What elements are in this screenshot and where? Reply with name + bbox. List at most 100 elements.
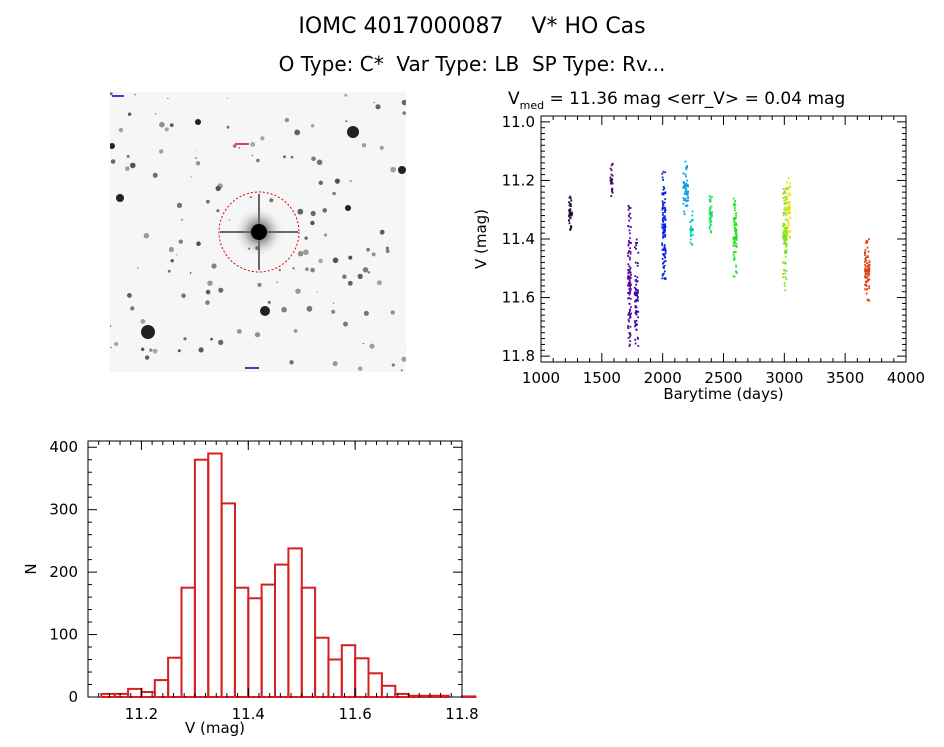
histogram-bar bbox=[274, 563, 290, 698]
star bbox=[137, 267, 139, 269]
data-point bbox=[735, 265, 738, 268]
data-point bbox=[634, 321, 637, 324]
data-point bbox=[662, 221, 664, 223]
data-point bbox=[635, 283, 638, 286]
star bbox=[127, 112, 132, 116]
data-point bbox=[788, 212, 791, 215]
histogram-bar bbox=[367, 672, 383, 699]
star bbox=[211, 263, 217, 269]
data-point bbox=[635, 306, 638, 309]
data-point bbox=[568, 196, 571, 199]
data-point bbox=[685, 182, 688, 185]
data-point bbox=[683, 193, 686, 195]
data-point bbox=[783, 223, 786, 226]
data-point bbox=[661, 249, 664, 251]
data-point bbox=[635, 293, 638, 296]
data-point bbox=[629, 343, 631, 346]
data-point bbox=[570, 197, 572, 200]
bottom-label-mark bbox=[245, 367, 259, 369]
y-tick-label: 100 bbox=[49, 626, 78, 644]
data-point bbox=[683, 186, 686, 189]
data-point bbox=[709, 199, 711, 201]
data-point bbox=[569, 213, 572, 216]
data-point bbox=[864, 252, 866, 255]
data-point bbox=[785, 229, 788, 232]
data-point bbox=[662, 170, 665, 173]
data-point bbox=[787, 224, 790, 226]
page-subtitle: O Type: C* Var Type: LB SP Type: Rv... bbox=[278, 52, 666, 76]
x-tick-label: 4000 bbox=[887, 369, 925, 387]
data-point bbox=[787, 222, 790, 225]
data-point bbox=[785, 231, 787, 234]
data-point bbox=[691, 214, 694, 217]
data-point bbox=[610, 169, 613, 172]
histogram-bar bbox=[380, 684, 397, 698]
data-point bbox=[733, 217, 736, 219]
data-point bbox=[662, 228, 665, 231]
data-point bbox=[664, 260, 667, 262]
data-point bbox=[570, 226, 573, 228]
histogram-bar bbox=[394, 692, 410, 698]
data-point bbox=[691, 234, 694, 236]
histogram-bar bbox=[314, 636, 330, 698]
data-point bbox=[568, 222, 571, 225]
data-point bbox=[636, 242, 638, 244]
data-point bbox=[685, 189, 687, 191]
data-point bbox=[636, 298, 639, 301]
data-point bbox=[784, 261, 787, 264]
data-point bbox=[868, 238, 870, 240]
data-point bbox=[568, 210, 571, 213]
x-tick-label: 2000 bbox=[644, 369, 682, 387]
data-point bbox=[783, 269, 785, 271]
data-point bbox=[663, 201, 666, 204]
data-point bbox=[864, 249, 867, 251]
data-point bbox=[735, 236, 737, 239]
data-point bbox=[664, 219, 667, 221]
star bbox=[283, 155, 286, 159]
y-tick-label: 11.6 bbox=[502, 289, 535, 307]
star bbox=[110, 143, 115, 149]
data-point bbox=[663, 247, 665, 250]
data-point bbox=[629, 288, 632, 290]
data-point bbox=[664, 207, 666, 210]
data-point bbox=[864, 260, 866, 263]
data-point bbox=[664, 198, 667, 201]
data-point bbox=[709, 217, 711, 219]
histogram-chart: 11.2 11.4 11.6 11.8 0 100 200 300 400 V (mag) N bbox=[22, 438, 479, 737]
star bbox=[303, 249, 309, 255]
star bbox=[310, 267, 315, 273]
star bbox=[357, 273, 363, 279]
star bbox=[169, 123, 174, 127]
data-point bbox=[630, 284, 632, 286]
data-point bbox=[709, 221, 712, 223]
data-point bbox=[709, 224, 712, 227]
data-point bbox=[664, 192, 667, 195]
data-point bbox=[866, 273, 869, 276]
data-point bbox=[661, 244, 664, 247]
data-point bbox=[686, 191, 688, 193]
data-point bbox=[682, 202, 685, 205]
data-point bbox=[785, 187, 787, 190]
data-point bbox=[787, 188, 790, 191]
data-point bbox=[664, 171, 667, 174]
data-point bbox=[788, 209, 791, 212]
star bbox=[369, 343, 375, 349]
data-point bbox=[868, 299, 871, 302]
data-point bbox=[628, 297, 631, 299]
data-point bbox=[635, 313, 638, 316]
data-point bbox=[784, 276, 787, 279]
data-point bbox=[864, 256, 867, 259]
data-point bbox=[689, 238, 692, 241]
y-tick-label: 200 bbox=[49, 563, 78, 581]
data-point bbox=[634, 246, 636, 249]
data-point bbox=[732, 244, 735, 247]
data-point bbox=[785, 214, 788, 217]
data-point bbox=[627, 214, 630, 217]
data-point bbox=[866, 241, 868, 244]
data-point bbox=[628, 276, 630, 279]
data-point bbox=[661, 219, 664, 221]
star bbox=[343, 321, 348, 327]
data-point bbox=[570, 225, 573, 227]
star bbox=[251, 154, 254, 157]
data-point bbox=[570, 214, 573, 217]
